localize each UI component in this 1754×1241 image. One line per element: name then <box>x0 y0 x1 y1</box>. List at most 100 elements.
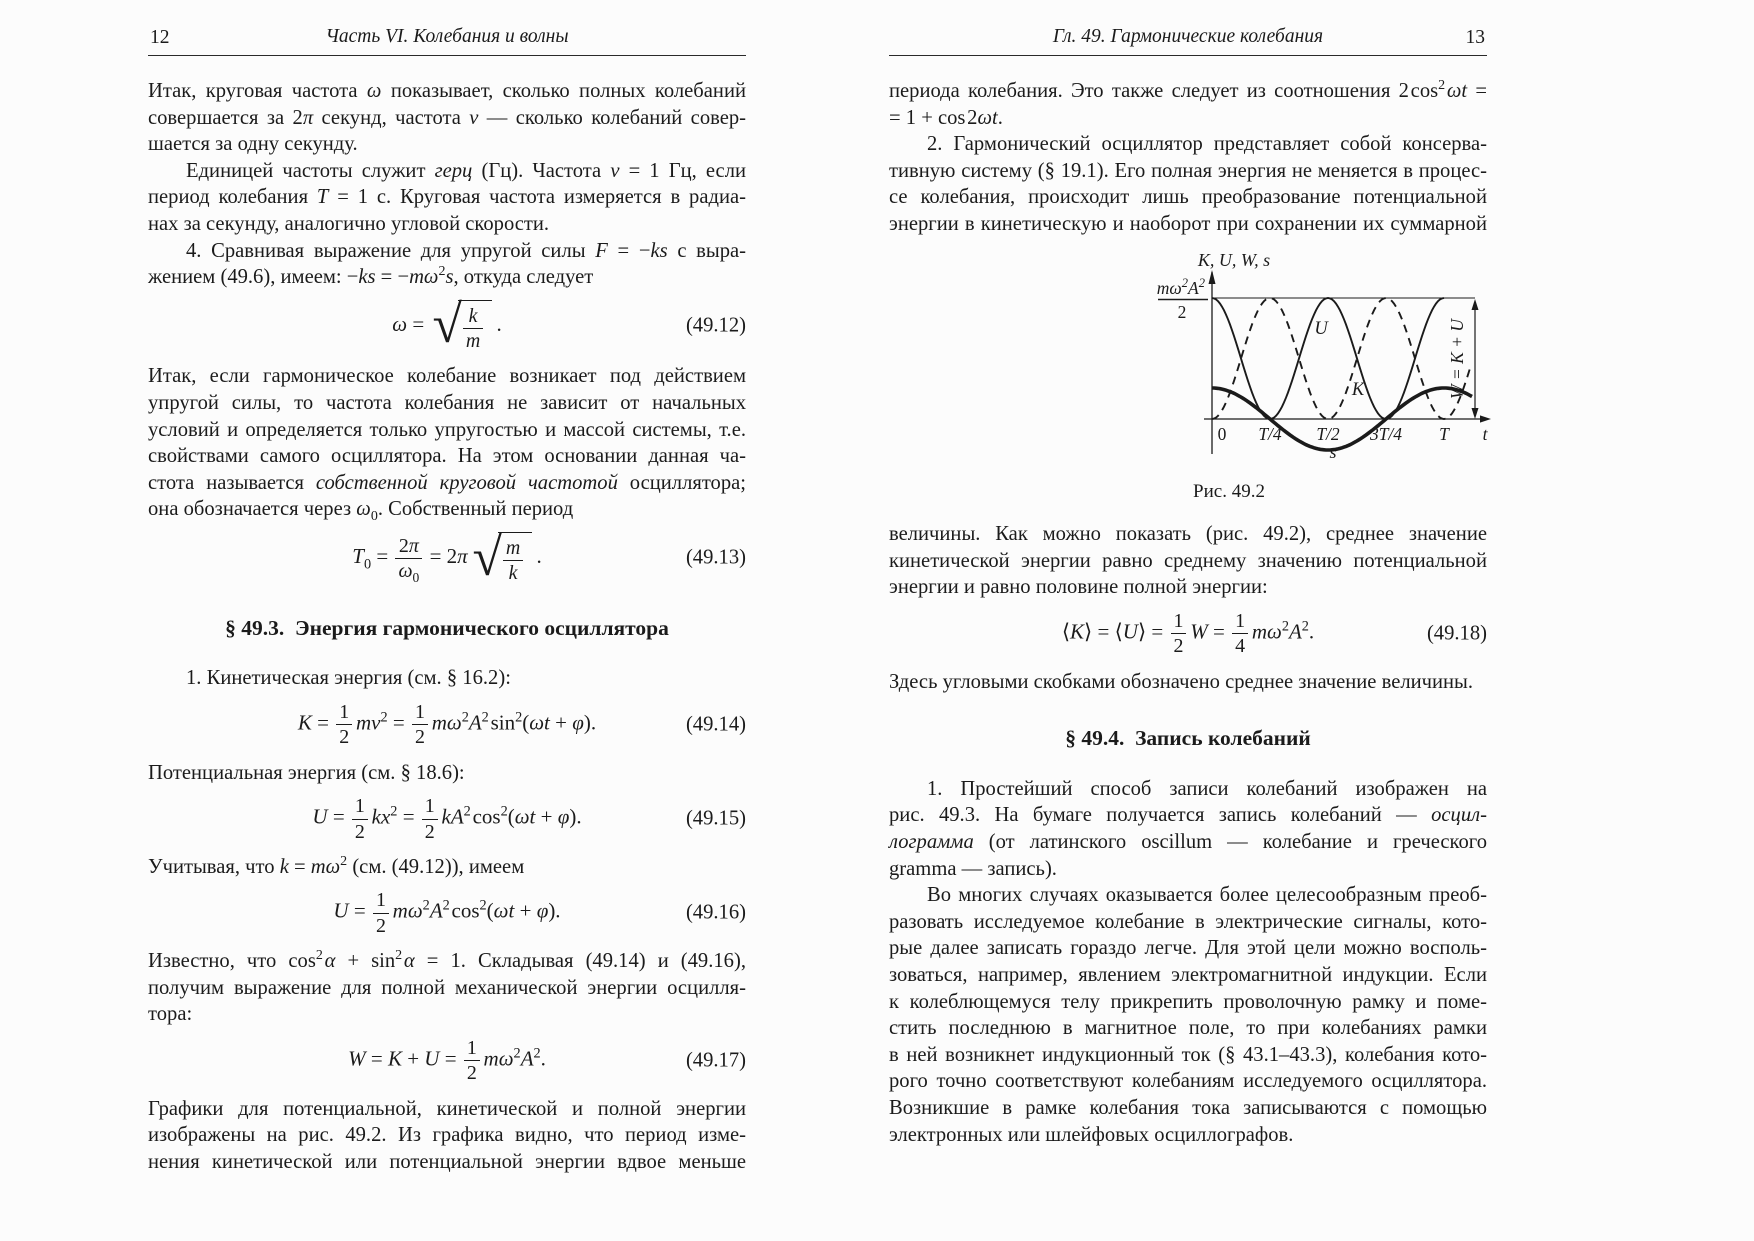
text-line: электронных или шлейфовых осциллографов. <box>889 1123 1294 1146</box>
page-number: 12 <box>150 27 170 48</box>
equation-number: (49.17) <box>685 1049 746 1072</box>
equation-body: ω = √ k m . <box>392 294 502 355</box>
text-line: изображены на рис. 49.2. Из графика видн… <box>148 1124 746 1147</box>
paragraph: Итак, круговая частота ω показывает, ско… <box>148 78 746 158</box>
paragraph: Во многих случаях оказывается более целе… <box>889 882 1487 1148</box>
page-header-right: Гл. 49. Гармонические колебания 13 <box>889 26 1487 56</box>
text-line: нах за секунду, аналогично угловой скоро… <box>148 212 550 235</box>
equation-number: (49.16) <box>685 901 746 924</box>
running-title: Часть VI. Колебания и волны <box>325 26 569 47</box>
svg-text:K: K <box>1351 380 1366 400</box>
text-line: шается за одну секунду. <box>148 133 358 156</box>
text-line: Известно, что cos2 α + sin2 α = 1. Склад… <box>148 948 746 973</box>
text-line: рого точно соответствуют колебаниям иссл… <box>889 1070 1487 1093</box>
equation: T0 = 2π ω0 = 2π √ m k . (49.13) <box>148 526 746 587</box>
equation-number: (49.15) <box>685 807 746 830</box>
page-body-right: периода колебания. Это также следует из … <box>889 78 1491 1148</box>
text-line: Потенциальная энергия (см. § 18.6): <box>148 761 465 784</box>
text-line: энергии и равно половине полной энергии: <box>889 576 1268 599</box>
text-line: се колебания, происходит лишь преобразов… <box>889 186 1487 209</box>
text-line: кинетической энергии равно среднему знач… <box>889 549 1487 572</box>
text-line: период колебания T = 1 с. Круговая часто… <box>148 186 746 209</box>
running-title: Гл. 49. Гармонические колебания <box>1052 26 1324 47</box>
text-line: энергии в кинетическую и наоборот при со… <box>889 212 1487 235</box>
text-line: рис. 49.3. На бумаге получается запись к… <box>889 804 1487 827</box>
text-line: к колеблющемуся телу прикрепить проволоч… <box>889 990 1487 1013</box>
svg-text:mω2A2: mω2A2 <box>1157 276 1205 298</box>
svg-text:T: T <box>1439 424 1450 444</box>
equation-number: (49.14) <box>685 713 746 736</box>
paragraph: Потенциальная энергия (см. § 18.6): <box>148 760 746 787</box>
text-line: Учитывая, что k = mω2 (см. (49.12)), име… <box>148 853 525 878</box>
paragraph: величины. Как можно показать (рис. 49.2)… <box>889 521 1487 601</box>
equation: ω = √ k m . (49.12) <box>148 294 746 355</box>
svg-text:3T/4: 3T/4 <box>1369 424 1402 444</box>
text-line: рые далее записать гораздо легче. Для эт… <box>889 937 1487 960</box>
paragraph: 1. Кинетическая энергия (см. § 16.2): <box>148 665 746 692</box>
text-line: Здесь угловыми скобками обозначено средн… <box>889 670 1474 693</box>
text-line: она обозначается через ω0. Собственный п… <box>148 498 574 525</box>
paragraph: Учитывая, что k = mω2 (см. (49.12)), име… <box>148 854 746 881</box>
text-line: зоваться, например, явлением электромагн… <box>889 963 1487 986</box>
text-line: совершается за 2π секунд, частота ν — ск… <box>148 106 747 129</box>
paragraph: 2. Гармонический осциллятор представляет… <box>889 131 1487 237</box>
svg-text:K, U, W, s: K, U, W, s <box>1197 250 1270 270</box>
text-line: разовать исследуемое колебание в электри… <box>889 910 1487 933</box>
svg-text:0: 0 <box>1218 424 1227 444</box>
paragraph: Единицей частоты служит герц (Гц). Часто… <box>148 158 746 238</box>
page-header-left: 12 Часть VI. Колебания и волны <box>148 26 746 56</box>
text-line: получим выражение для полной механическо… <box>148 976 746 999</box>
text-line: свойствами самого осциллятора. На этом о… <box>148 445 746 468</box>
svg-text:t: t <box>1483 424 1489 444</box>
equation-number: (49.13) <box>685 547 746 570</box>
page-body-left: Итак, круговая частота ω показывает, ско… <box>148 78 746 1175</box>
text-line: Во многих случаях оказывается более целе… <box>927 884 1487 907</box>
page-number: 13 <box>1465 27 1486 48</box>
section-heading: § 49.3. Энергия гармонического осциллято… <box>225 615 669 640</box>
paragraph: Известно, что cos2 α + sin2 α = 1. Склад… <box>148 948 746 1028</box>
text-line: Итак, если гармоническое колебание возни… <box>148 365 746 388</box>
text-line: Итак, круговая частота ω показывает, ско… <box>148 80 746 102</box>
paragraph: Здесь угловыми скобками обозначено средн… <box>889 669 1487 696</box>
paragraph: 4. Сравнивая выражение для упругой силы … <box>148 238 746 291</box>
text-line: Единицей частоты служит герц (Гц). Часто… <box>186 159 746 182</box>
text-line: тивную систему (§ 19.1). Его полная энер… <box>889 159 1487 182</box>
paragraph: периода колебания. Это также следует из … <box>889 78 1487 131</box>
text-line: лограмма (от латинского oscillum — колеб… <box>889 831 1487 853</box>
text-line: упругой силы, то частота колебания не за… <box>148 392 746 415</box>
paragraph: Графики для потенциальной, кинетической … <box>148 1096 746 1176</box>
text-line: стота называется собственной круговой ча… <box>148 471 747 494</box>
text-line: величины. Как можно показать (рис. 49.2)… <box>889 523 1487 546</box>
equation-number: (49.18) <box>1426 622 1487 645</box>
text-line: gramma — запись). <box>889 857 1057 880</box>
paragraph: Итак, если гармоническое колебание возни… <box>148 363 747 525</box>
text-line: стить последнюю в магнитное поле, то при… <box>889 1017 1487 1040</box>
text-line: в ней возникнет индукционный ток (§ 43.1… <box>889 1043 1487 1066</box>
text-line: условий и определяется только упругостью… <box>148 418 746 441</box>
text-line: = 1 + cos 2ωt. <box>889 106 1003 129</box>
text-line: 1. Простейший способ записи колебаний из… <box>927 777 1487 800</box>
text-line: периода колебания. Это также следует из … <box>889 78 1487 102</box>
text-line: Графики для потенциальной, кинетической … <box>148 1097 746 1120</box>
svg-text:T/2: T/2 <box>1316 424 1340 444</box>
text-line: 1. Кинетическая энергия (см. § 16.2): <box>186 667 511 690</box>
equation-number: (49.12) <box>685 314 746 337</box>
svg-text:T/4: T/4 <box>1258 424 1282 444</box>
text-line: 2. Гармонический осциллятор представляет… <box>927 133 1487 156</box>
text-line: Возникшие в рамке колебания тока записыв… <box>889 1096 1487 1119</box>
page-right: Гл. 49. Гармонические колебания 13 перио… <box>889 0 1491 1148</box>
equation-body: T0 = 2π ω0 = 2π √ m k . <box>352 526 542 587</box>
page-left: 12 Часть VI. Колебания и волны Итак, кру… <box>148 0 746 1175</box>
